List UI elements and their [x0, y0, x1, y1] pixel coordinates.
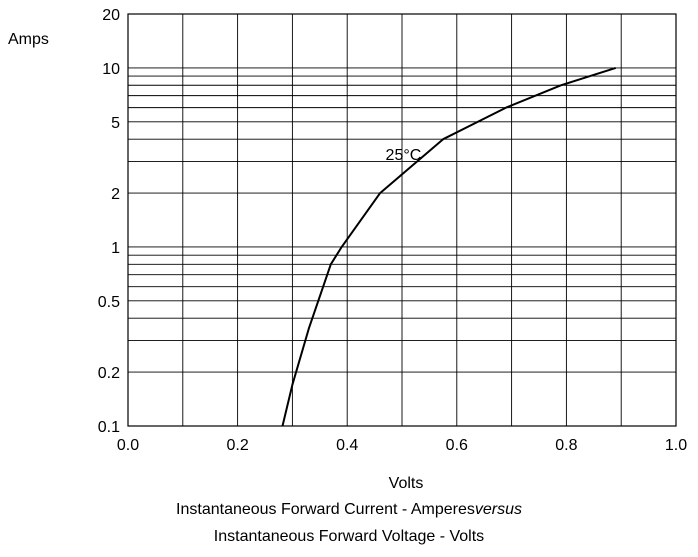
x-tick-label: 0.8	[555, 437, 577, 454]
x-tick-label: 0.4	[336, 437, 358, 454]
y-tick-label: 1	[111, 240, 120, 257]
curve-annotation: 25°C	[386, 147, 422, 164]
tick-labels: 0.0 0.2 0.4 0.6 0.8 1.0 20 10 5 2 1 0.5 0.2 0.1	[98, 7, 687, 454]
y-tick-label: 20	[102, 7, 120, 24]
caption-line-2-text: Instantaneous Forward Voltage - Volts	[213, 528, 485, 545]
annotations: 25°C	[386, 147, 422, 164]
caption-versus-text: versus	[474, 501, 522, 518]
x-tick-label: 0.6	[446, 437, 468, 454]
x-tick-label: 1.0	[665, 437, 687, 454]
y-tick-label: 0.5	[98, 294, 120, 311]
y-tick-label: 0.2	[98, 365, 120, 382]
x-axis-label: Volts	[389, 475, 424, 492]
caption-line-1: Instantaneous Forward Current - Amperesv…	[0, 500, 698, 520]
series-line	[281, 66, 617, 427]
caption-line-2: Instantaneous Forward Voltage - Volts	[0, 527, 698, 547]
y-tick-label: 10	[102, 61, 120, 78]
y-axis-label: Amps	[8, 31, 49, 48]
y-tick-label: 2	[111, 186, 120, 203]
x-tick-label: 0.2	[226, 437, 248, 454]
caption-line-1-text: Instantaneous Forward Current - Amperes	[176, 501, 475, 518]
grid	[128, 14, 676, 426]
y-tick-label: 5	[111, 115, 120, 132]
series	[281, 66, 617, 427]
plot-frame	[127, 13, 677, 427]
x-tick-label: 0.0	[117, 437, 139, 454]
y-tick-label: 0.1	[98, 419, 120, 436]
